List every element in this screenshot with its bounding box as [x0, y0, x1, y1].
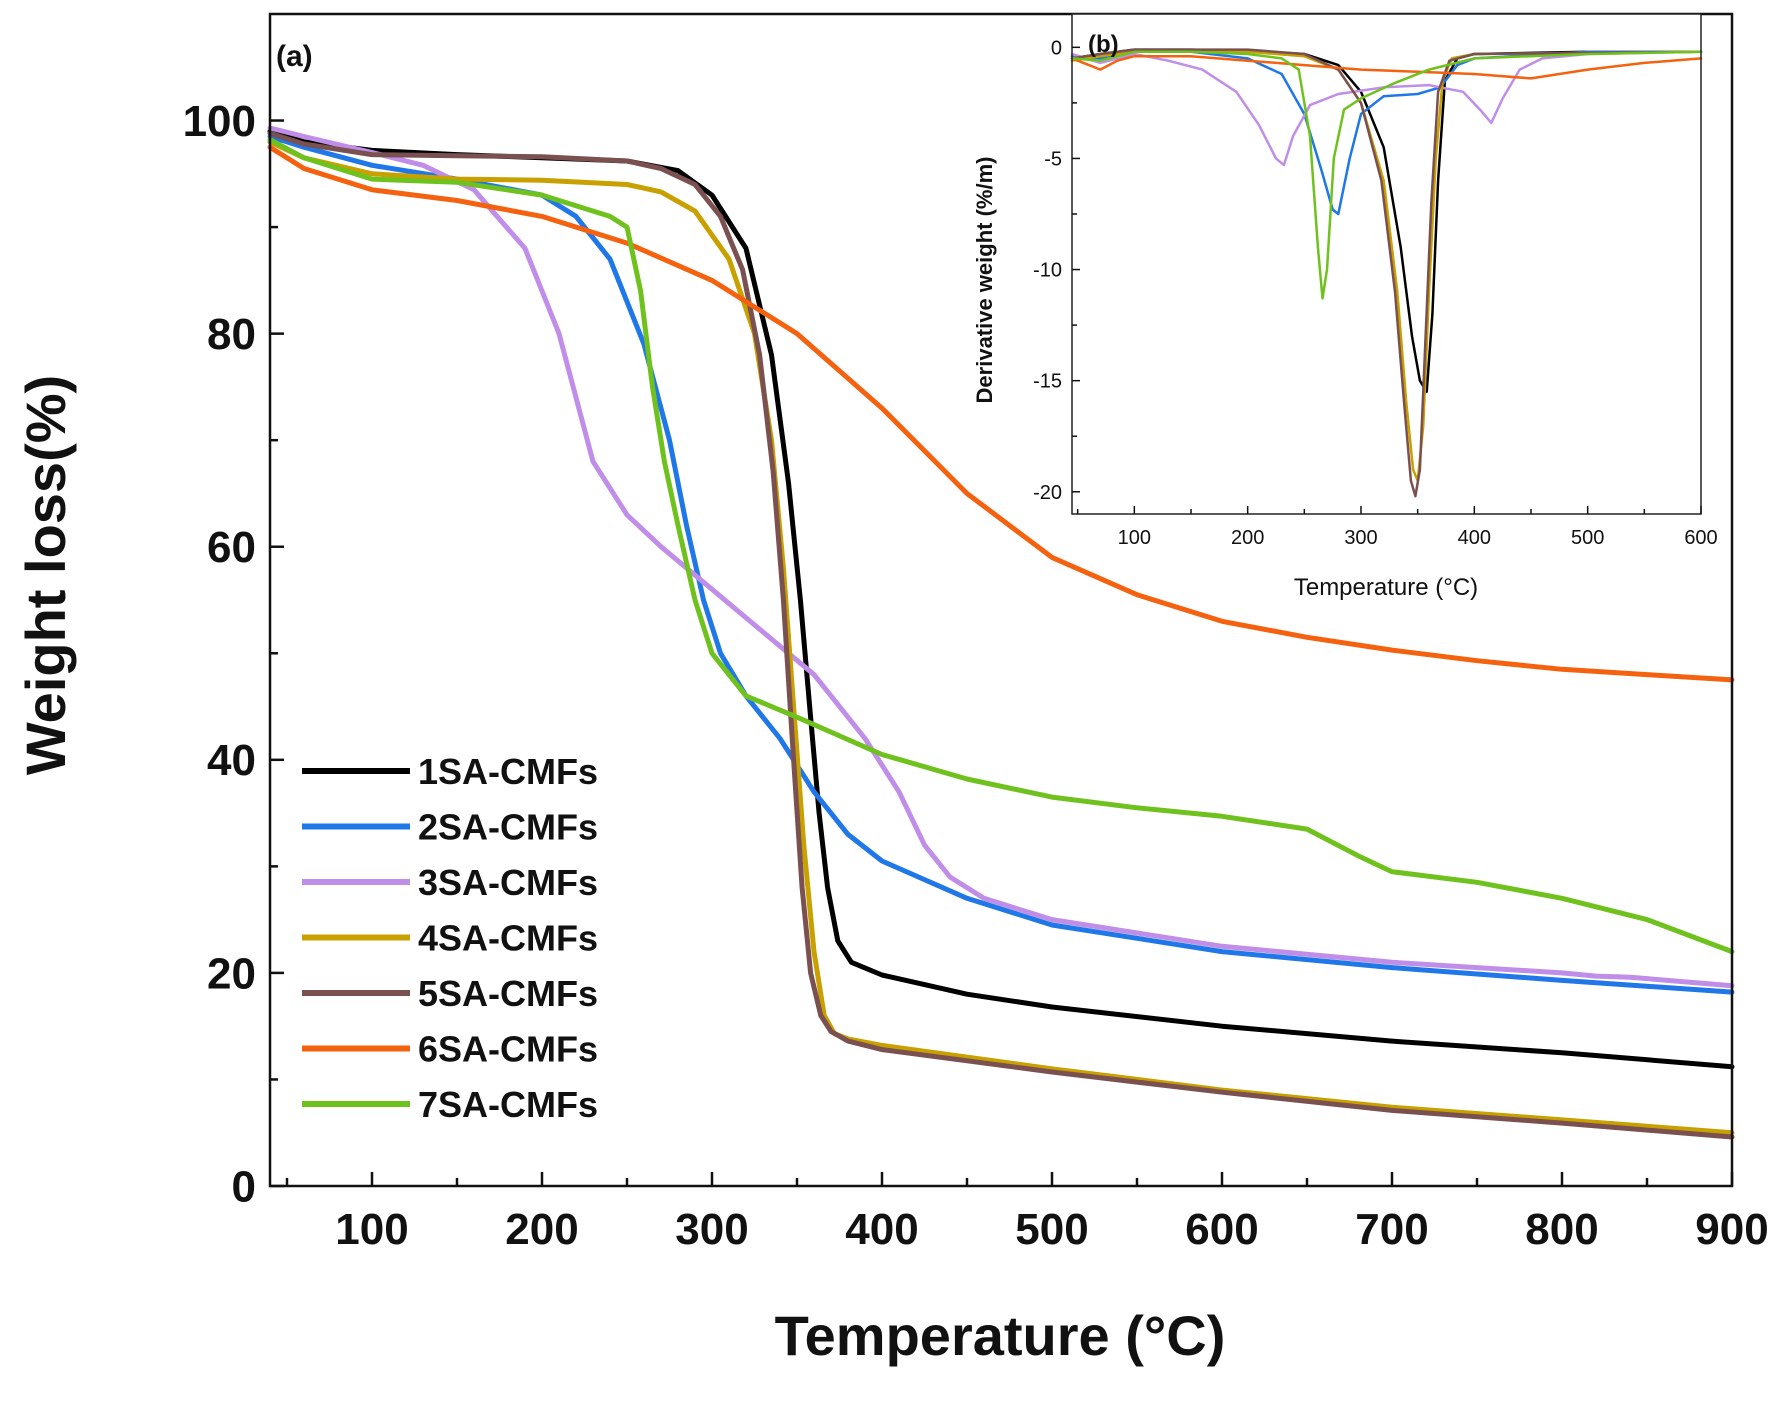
- inset-plot-frame: [1071, 13, 1702, 515]
- main-series-group: [267, 125, 1735, 1140]
- series-line-5sa-cmfs: [1070, 48, 1703, 498]
- y-tick-label: -5: [1044, 148, 1062, 170]
- x-tick-label: 100: [1118, 527, 1151, 549]
- main-ticks: 100 200 300 400 500 600 700 800 900 0 20 40 60 80 100: [183, 97, 1769, 1254]
- main-y-axis-label: Weight loss(%): [14, 375, 77, 775]
- y-tick-label: -10: [1033, 260, 1062, 282]
- main-x-axis-label: Temperature (°C): [775, 1304, 1226, 1367]
- inset-panel: 100 200 300 400 500 600 0 -5 -10 -15 -20 (b) Tempe…: [972, 13, 1718, 601]
- series-line-7sa-cmfs: [267, 137, 1735, 955]
- main-panel: 100 200 300 400 500 600 700 800 900020406080100 …: [14, 12, 1769, 1367]
- x-tick-label: 200: [1231, 527, 1264, 549]
- x-tick-label: 900: [1695, 1205, 1768, 1254]
- x-tick-label: 800: [1525, 1205, 1598, 1254]
- legend-label: 1SA-CMFs: [418, 751, 598, 792]
- series-line-5sa-cmfs: [267, 130, 1735, 1140]
- series-line-3sa-cmfs: [1070, 50, 1703, 167]
- series-line-6sa-cmfs: [267, 144, 1735, 683]
- series-line-6sa-cmfs: [1070, 54, 1703, 80]
- inset-ticks: 100 200 300 400 500 600 0 -5 -10 -15 -20: [1033, 37, 1718, 549]
- panel-label-b: (b): [1088, 31, 1119, 58]
- x-tick-label: 100: [335, 1205, 408, 1254]
- x-tick-label: 400: [1458, 527, 1491, 549]
- x-tick-label: 300: [675, 1205, 748, 1254]
- x-tick-label: 200: [505, 1205, 578, 1254]
- legend: 1SA-CMFs 2SA-CMFs 3SA-CMFs 4SA-CMFs 5SA-CMFs…: [302, 751, 598, 1125]
- inset-background: [1072, 14, 1701, 514]
- y-tick-label: 0: [1051, 37, 1062, 59]
- legend-label: 2SA-CMFs: [418, 807, 598, 848]
- x-tick-label: 300: [1344, 527, 1377, 549]
- series-line-4sa-cmfs: [267, 139, 1735, 1136]
- x-tick-label: 600: [1684, 527, 1717, 549]
- y-tick-label: -15: [1033, 371, 1062, 393]
- legend-label: 5SA-CMFs: [418, 973, 598, 1014]
- x-tick-label: 500: [1015, 1205, 1088, 1254]
- y-tick-label: -20: [1033, 482, 1062, 504]
- series-line-7sa-cmfs: [1070, 50, 1703, 300]
- legend-label: 7SA-CMFs: [418, 1084, 598, 1125]
- inset-y-axis-label: Derivative weight (%/m): [972, 157, 997, 404]
- y-tick-label: 100: [183, 97, 256, 146]
- x-tick-label: 400: [845, 1205, 918, 1254]
- legend-label: 3SA-CMFs: [418, 862, 598, 903]
- y-tick-label: 80: [207, 310, 256, 359]
- main-plot-frame: [268, 12, 1734, 1188]
- legend-label: 4SA-CMFs: [418, 918, 598, 959]
- inset-series-group: [1070, 48, 1703, 498]
- y-tick-label: 0: [232, 1162, 256, 1211]
- series-line-3sa-cmfs: [267, 125, 1735, 989]
- y-tick-label: 60: [207, 523, 256, 572]
- inset-x-axis-label: Temperature (°C): [1294, 574, 1478, 601]
- x-tick-label: 700: [1355, 1205, 1428, 1254]
- y-tick-label: 40: [207, 736, 256, 785]
- x-tick-label: 500: [1571, 527, 1604, 549]
- panel-label-a: (a): [276, 40, 313, 73]
- x-tick-label: 600: [1185, 1205, 1258, 1254]
- legend-label: 6SA-CMFs: [418, 1029, 598, 1070]
- y-tick-label: 20: [207, 949, 256, 998]
